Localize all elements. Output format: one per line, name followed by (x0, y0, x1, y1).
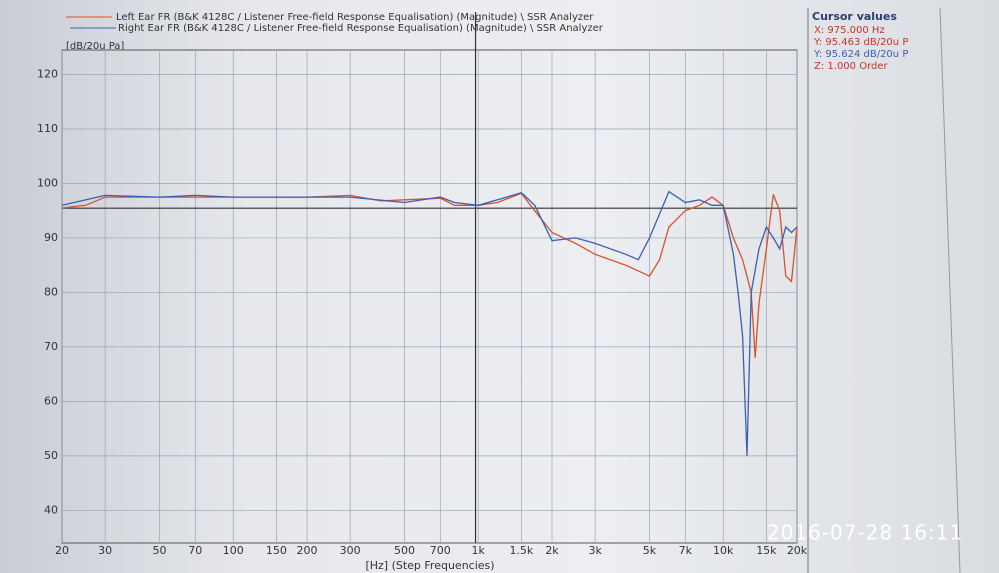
x-tick-label: 200 (297, 544, 318, 557)
y-tick-label: 80 (44, 285, 58, 298)
x-tick-label: 150 (266, 544, 287, 557)
x-tick-label: 10k (713, 544, 734, 557)
y-tick-label: 50 (44, 449, 58, 462)
y-tick-label: 60 (44, 394, 58, 407)
x-tick-label: 70 (188, 544, 202, 557)
legend-label: Left Ear FR (B&K 4128C / Listener Free-f… (116, 12, 594, 23)
y-tick-label: 40 (44, 503, 58, 516)
cursor-value: Y: 95.624 dB/20u P (813, 49, 908, 60)
x-tick-label: 700 (430, 544, 451, 557)
y-axis-label: [dB/20u Pa] (66, 41, 124, 52)
x-tick-label: 20k (787, 544, 808, 557)
x-tick-label: 3k (588, 544, 602, 557)
legend-label: Right Ear FR (B&K 4128C / Listener Free-… (118, 23, 604, 34)
y-tick-label: 120 (37, 68, 58, 81)
cursor-value: Y: 95.463 dB/20u P (813, 37, 908, 48)
y-tick-label: 110 (37, 122, 58, 135)
x-tick-label: 100 (223, 544, 244, 557)
x-axis-label: [Hz] (Step Frequencies) (365, 559, 494, 572)
x-tick-label: 1.5k (509, 544, 533, 557)
x-tick-label: 2k (545, 544, 559, 557)
cursor-value: Z: 1.000 Order (814, 61, 889, 72)
x-tick-label: 1k (472, 544, 486, 557)
cursor-panel-title: Cursor values (812, 10, 897, 23)
x-tick-label: 20 (55, 544, 69, 557)
y-tick-label: 70 (44, 340, 58, 353)
paper-edge (939, 7, 961, 573)
x-tick-label: 5k (643, 544, 657, 557)
x-tick-label: 30 (98, 544, 112, 557)
cursor-value: X: 975.000 Hz (814, 25, 885, 36)
x-tick-label: 500 (394, 544, 415, 557)
x-tick-label: 300 (340, 544, 361, 557)
series-line (61, 192, 798, 358)
series-line (61, 190, 798, 456)
x-tick-label: 15k (756, 544, 777, 557)
x-tick-label: 7k (679, 544, 693, 557)
plot-area (61, 49, 798, 544)
y-tick-label: 100 (37, 176, 58, 189)
photo-timestamp: 2016-07-28 16:11 (767, 521, 963, 545)
y-tick-label: 90 (44, 231, 58, 244)
x-tick-label: 50 (152, 544, 166, 557)
